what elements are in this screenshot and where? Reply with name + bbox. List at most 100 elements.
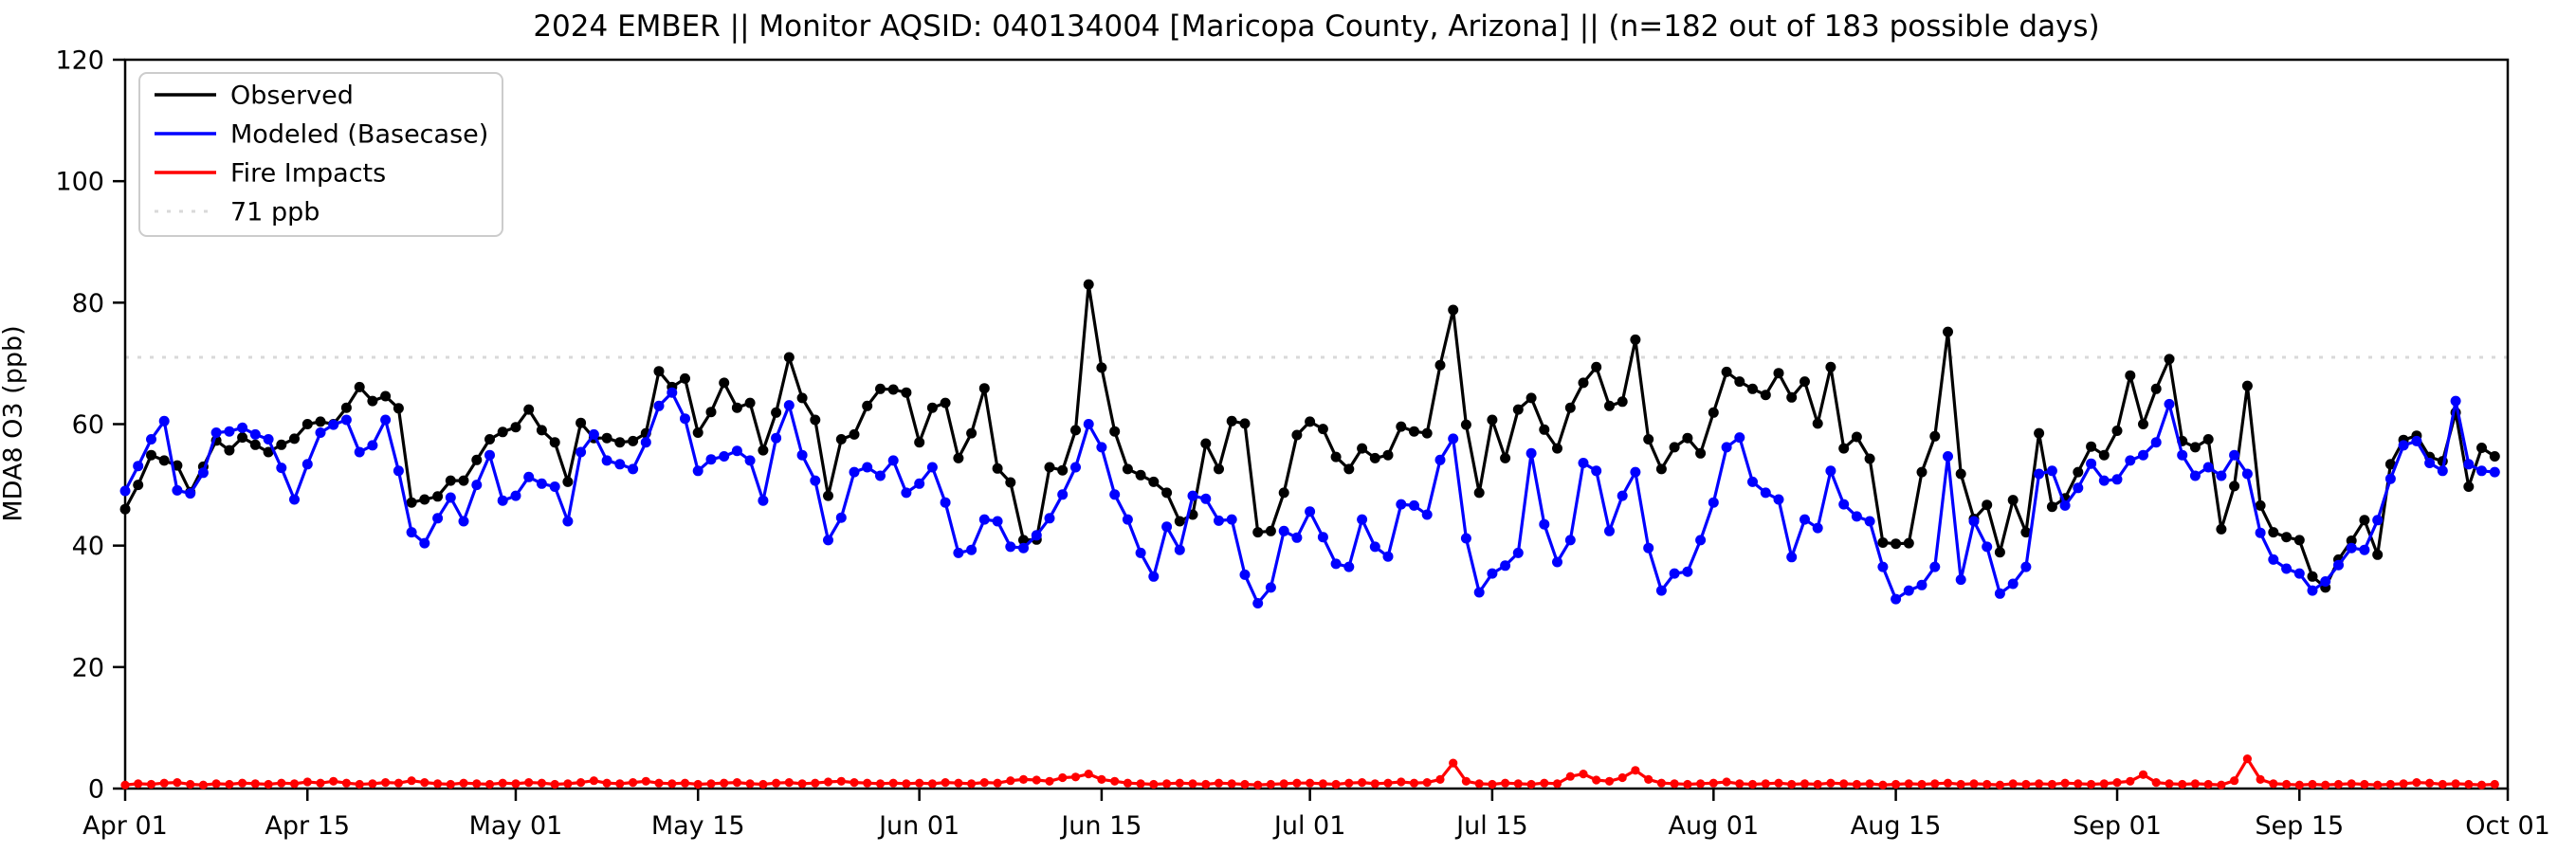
series-marker [2177, 449, 2188, 461]
series-marker [549, 437, 560, 448]
series-marker [771, 432, 782, 444]
series-marker [601, 455, 612, 466]
series-marker [1434, 359, 1446, 371]
series-marker [263, 446, 274, 458]
series-marker [1943, 451, 1953, 462]
series-marker [2229, 449, 2240, 461]
series-marker [1240, 779, 1250, 789]
series-marker [1865, 779, 1874, 789]
series-marker [1512, 404, 1524, 415]
series-marker [2229, 481, 2240, 492]
series-marker [1174, 516, 1185, 527]
series-marker [2073, 482, 2084, 494]
series-marker [2021, 779, 2031, 789]
series-marker [1786, 552, 1798, 563]
series-marker [2268, 554, 2279, 565]
series-marker [1397, 777, 1406, 787]
series-marker [2216, 523, 2227, 535]
series-marker [693, 779, 703, 789]
series-marker [2268, 527, 2279, 538]
x-tick-label: May 15 [651, 811, 745, 841]
x-tick-label: Apr 01 [82, 811, 168, 841]
series-marker [1122, 514, 1133, 525]
series-marker [796, 449, 808, 461]
series-marker [445, 492, 456, 503]
series-marker [1501, 778, 1510, 788]
series-marker [1488, 779, 1497, 789]
series-marker [1226, 415, 1237, 426]
series-marker [1955, 468, 1966, 480]
series-marker [862, 400, 873, 411]
series-marker [1851, 431, 1862, 443]
series-line-observed [123, 282, 2496, 590]
series-marker [1994, 547, 2005, 558]
series-marker [1396, 499, 1407, 510]
series-marker [1579, 770, 1588, 779]
series-marker [849, 428, 860, 440]
series-marker [2178, 779, 2187, 789]
series-marker [1331, 779, 1341, 789]
series-marker [1617, 490, 1628, 501]
series-marker [1317, 532, 1328, 543]
series-marker [315, 427, 326, 438]
series-marker [1174, 544, 1185, 555]
series-marker [2294, 780, 2304, 789]
series-marker [2164, 354, 2175, 365]
series-marker [420, 778, 429, 788]
series-marker [2437, 465, 2448, 477]
series-marker [289, 494, 300, 505]
series-marker [875, 383, 886, 394]
series-marker [2202, 434, 2214, 445]
series-marker [1461, 776, 1471, 786]
series-marker [1760, 390, 1771, 401]
series-marker [758, 495, 769, 506]
series-marker [1070, 425, 1081, 436]
series-marker [1383, 778, 1393, 788]
series-marker [1434, 454, 1446, 465]
series-marker [628, 435, 639, 446]
series-marker [811, 778, 820, 788]
series-marker [1149, 779, 1159, 789]
series-marker [1617, 772, 1627, 783]
series-marker [1539, 518, 1550, 530]
series-marker [1604, 776, 1615, 786]
series-marker [2125, 455, 2136, 466]
series-marker [1135, 469, 1146, 481]
series-marker [1578, 458, 1589, 468]
series-marker [772, 778, 781, 788]
series-marker [1018, 535, 1029, 546]
series-marker [588, 428, 599, 440]
x-tick-label: Sep 15 [2255, 811, 2344, 841]
series-marker [2373, 780, 2383, 789]
series-marker [954, 778, 963, 788]
series-marker [381, 778, 391, 788]
series-marker [2347, 779, 2356, 789]
series-marker [1774, 778, 1783, 788]
series-marker [1513, 779, 1523, 789]
series-marker [2098, 449, 2110, 461]
series-marker [1096, 362, 1107, 373]
x-tick-label: Aug 01 [1668, 811, 1759, 841]
series-marker [173, 778, 182, 788]
series-marker [120, 780, 130, 789]
series-marker [1591, 465, 1602, 477]
series-marker [1682, 432, 1693, 444]
series-marker [134, 779, 143, 789]
series-marker [2007, 495, 2019, 506]
series-marker [1644, 774, 1653, 785]
series-marker [198, 780, 208, 789]
y-tick-label: 60 [72, 410, 104, 440]
chart-title: 2024 EMBER || Monitor AQSID: 040134004 [… [533, 9, 2100, 44]
series-marker [2007, 578, 2019, 590]
series-marker [1747, 779, 1758, 789]
series-marker [2074, 779, 2083, 789]
series-marker [367, 395, 378, 407]
series-marker [1708, 497, 1719, 508]
series-marker [1252, 527, 1264, 538]
series-marker [1591, 361, 1602, 372]
series-marker [406, 497, 417, 508]
x-tick-label: Sep 01 [2073, 811, 2162, 841]
series-marker [2476, 443, 2487, 453]
series-marker [863, 778, 872, 788]
